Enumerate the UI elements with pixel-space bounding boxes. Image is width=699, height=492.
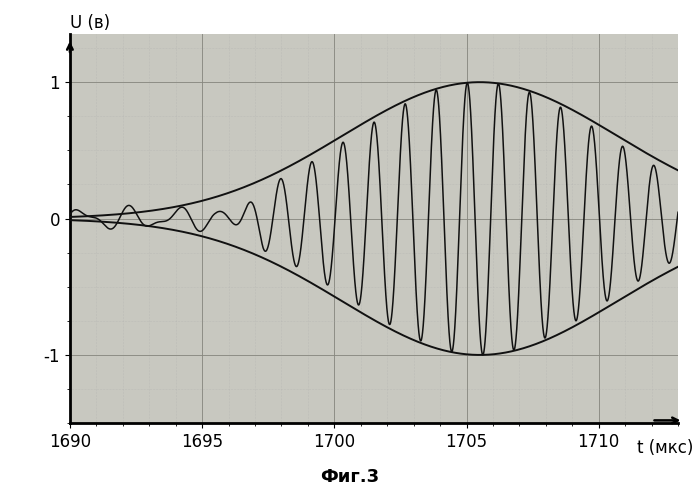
Text: U (в): U (в) [70, 14, 110, 31]
Text: t (мкс): t (мкс) [637, 439, 693, 458]
Text: Фиг.3: Фиг.3 [320, 468, 379, 486]
